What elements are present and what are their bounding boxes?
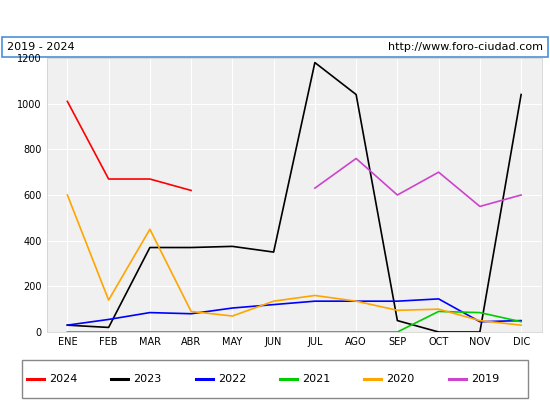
Text: 2020: 2020 (386, 374, 415, 384)
Text: Evolucion Nº Turistas Nacionales en el municipio de Rapariegos: Evolucion Nº Turistas Nacionales en el m… (55, 11, 495, 25)
Text: 2019 - 2024: 2019 - 2024 (7, 42, 74, 52)
Text: 2021: 2021 (302, 374, 330, 384)
Text: http://www.foro-ciudad.com: http://www.foro-ciudad.com (388, 42, 543, 52)
Text: 2019: 2019 (471, 374, 499, 384)
Text: 2023: 2023 (133, 374, 162, 384)
Text: 2022: 2022 (218, 374, 246, 384)
Text: 2024: 2024 (49, 374, 78, 384)
